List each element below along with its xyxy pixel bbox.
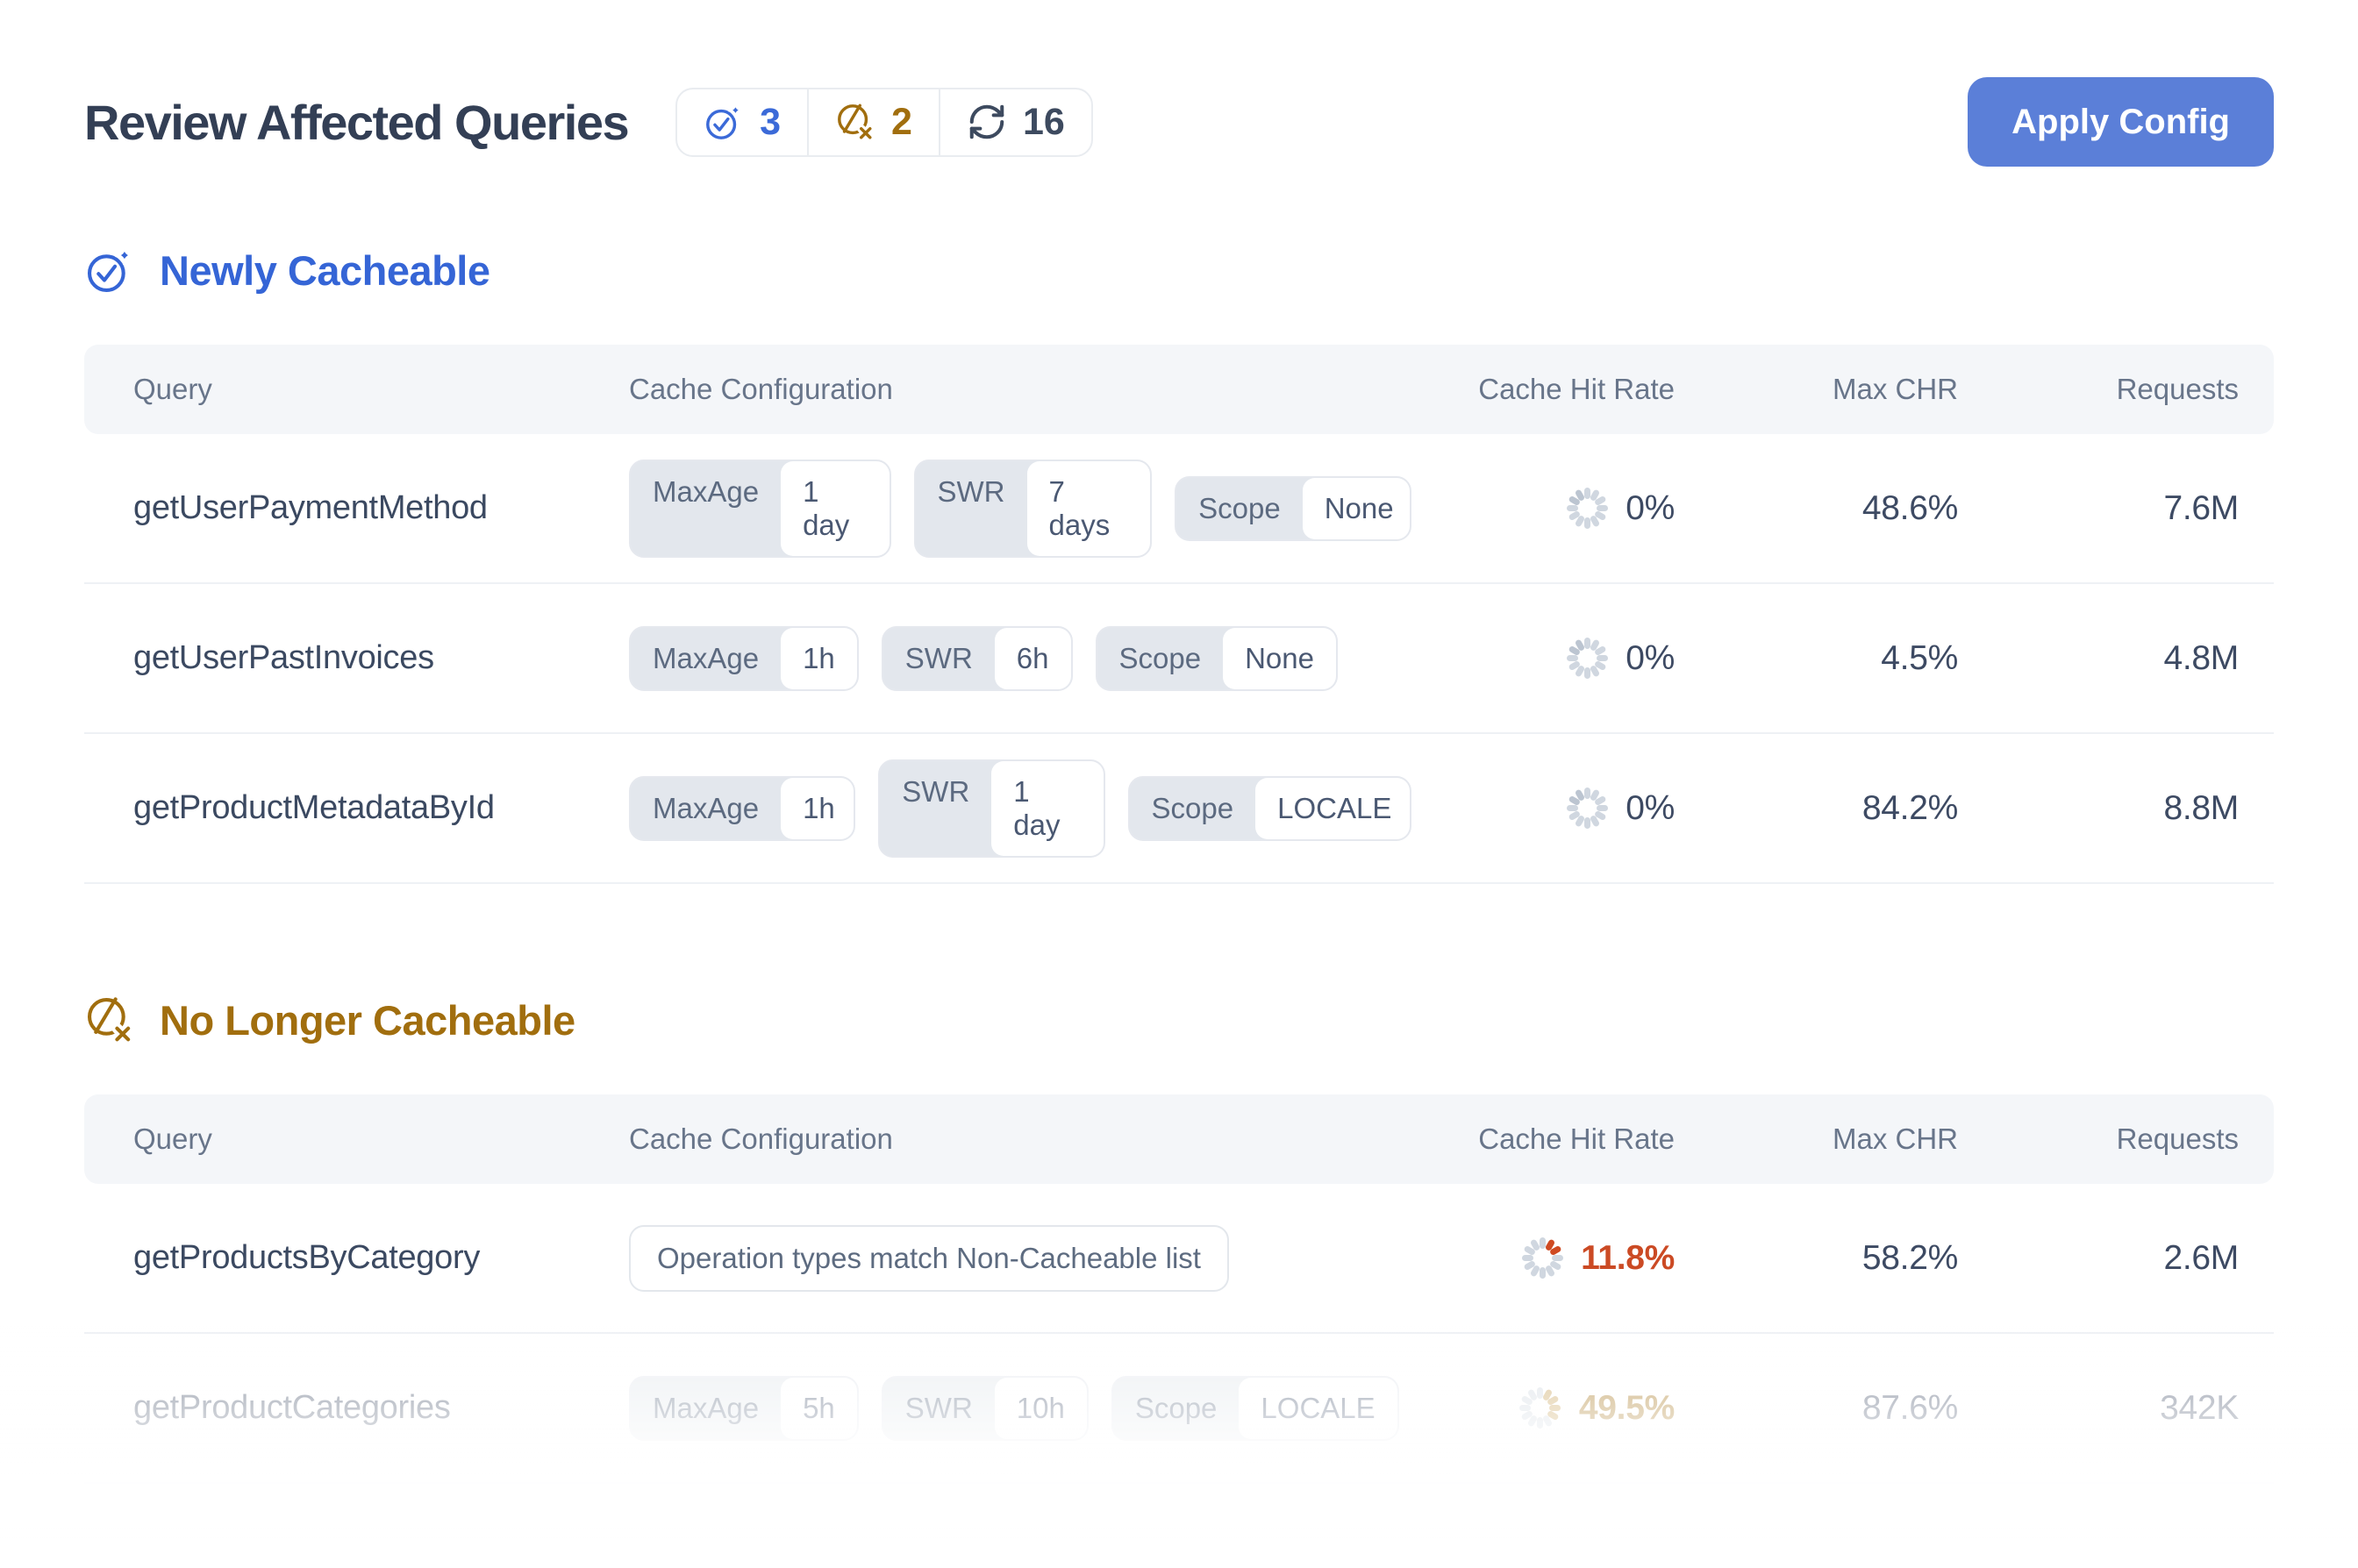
cache-hit-rate-cell: 49.5% (1411, 1387, 1675, 1429)
column-cache-configuration: Cache Configuration (629, 1123, 893, 1155)
maxage-chip: MaxAge 5h (629, 1375, 859, 1441)
requests-cell: 4.8M (2163, 638, 2239, 677)
table-row[interactable]: getProductMetadataById MaxAge 1h SWR 1 day… (84, 734, 2274, 884)
section-title-newly-cacheable: Newly Cacheable (160, 246, 490, 294)
column-query: Query (133, 1123, 212, 1155)
summary-badges: 3 2 (675, 87, 1093, 157)
no-longer-cacheable-table: Query Cache Configuration Cache Hit Rate… (84, 1094, 2274, 1484)
max-chr-cell: 87.6% (1861, 1388, 1958, 1427)
loading-spinner-icon (1566, 788, 1608, 830)
swr-chip: SWR 7 days (913, 459, 1153, 558)
query-name: getProductCategories (133, 1389, 451, 1426)
recheck-count: 16 (1022, 100, 1065, 143)
no-longer-cacheable-badge: 2 (807, 89, 939, 155)
table-row[interactable]: getUserPastInvoices MaxAge 1h SWR 6h Scope… (84, 584, 2274, 734)
table-header: Query Cache Configuration Cache Hit Rate… (84, 345, 2274, 434)
max-chr-cell: 58.2% (1861, 1238, 1958, 1277)
swr-chip: SWR 6h (881, 625, 1073, 691)
section-header-no-longer-cacheable: No Longer Cacheable (84, 994, 2274, 1045)
cache-hit-rate-cell: 0% (1411, 488, 1675, 530)
loading-spinner-icon (1519, 1387, 1561, 1429)
table-row[interactable]: getProductsByCategory Operation types ma… (84, 1184, 2274, 1334)
column-max-chr: Max CHR (1832, 373, 1958, 405)
column-cache-hit-rate: Cache Hit Rate (1478, 373, 1675, 405)
query-name: getUserPastInvoices (133, 639, 434, 676)
requests-cell: 7.6M (2163, 488, 2239, 527)
loading-spinner-icon (1521, 1237, 1563, 1279)
non-cacheable-reason-chip: Operation types match Non-Cacheable list (629, 1224, 1229, 1292)
table-row[interactable]: getProductCategories MaxAge 5h SWR 10h Sco… (84, 1334, 2274, 1484)
max-chr-cell: 84.2% (1861, 788, 1958, 827)
cache-hit-rate-cell: 0% (1411, 638, 1675, 680)
column-max-chr: Max CHR (1832, 1123, 1958, 1155)
query-name: getProductMetadataById (133, 789, 495, 826)
section-header-newly-cacheable: Newly Cacheable (84, 245, 2274, 296)
section-title-no-longer-cacheable: No Longer Cacheable (160, 996, 575, 1044)
cache-config-note: Operation types match Non-Cacheable list (629, 1224, 1411, 1292)
loading-spinner-icon (1566, 488, 1608, 530)
max-chr-cell: 48.6% (1861, 488, 1958, 527)
column-requests: Requests (2116, 1123, 2239, 1155)
query-name: getUserPaymentMethod (133, 489, 488, 526)
column-cache-configuration: Cache Configuration (629, 373, 893, 405)
cache-config-chips: MaxAge 5h SWR 10h Scope LOCALE (629, 1375, 1411, 1441)
cache-check-sparkle-icon (706, 103, 743, 139)
title-group: Review Affected Queries 3 (84, 87, 1093, 157)
loading-spinner-icon (1566, 638, 1608, 680)
cache-slash-icon (838, 103, 875, 142)
recheck-badge: 16 (938, 89, 1091, 155)
review-affected-queries-page: Review Affected Queries 3 (0, 77, 2358, 1568)
requests-cell: 2.6M (2163, 1238, 2239, 1277)
apply-config-button[interactable]: Apply Config (1968, 77, 2274, 167)
swr-chip: SWR 10h (881, 1375, 1089, 1441)
column-requests: Requests (2116, 373, 2239, 405)
scope-chip: Scope None (1175, 475, 1411, 541)
cache-check-sparkle-icon (87, 246, 134, 293)
cache-config-chips: MaxAge 1 day SWR 7 days Scope None (629, 459, 1411, 558)
cache-config-chips: MaxAge 1h SWR 6h Scope None (629, 625, 1411, 691)
column-query: Query (133, 373, 212, 405)
no-longer-cacheable-count: 2 (891, 100, 912, 143)
newly-cacheable-count: 3 (760, 100, 782, 143)
max-chr-cell: 4.5% (1881, 638, 1958, 677)
maxage-chip: MaxAge 1h (629, 775, 856, 841)
maxage-chip: MaxAge 1 day (629, 459, 891, 558)
table-row[interactable]: getUserPaymentMethod MaxAge 1 day SWR 7 da… (84, 434, 2274, 584)
scope-chip: Scope LOCALE (1127, 775, 1411, 841)
scope-chip: Scope LOCALE (1111, 1375, 1399, 1441)
cache-config-chips: MaxAge 1h SWR 1 day Scope LOCALE (629, 759, 1411, 858)
scope-chip: Scope None (1095, 625, 1338, 691)
swr-chip: SWR 1 day (878, 759, 1105, 858)
refresh-icon (969, 104, 1004, 139)
requests-cell: 8.8M (2163, 788, 2239, 827)
query-name: getProductsByCategory (133, 1239, 481, 1276)
cache-slash-icon (87, 997, 134, 1045)
maxage-chip: MaxAge 1h (629, 625, 859, 691)
requests-cell: 342K (2160, 1388, 2239, 1427)
newly-cacheable-table: Query Cache Configuration Cache Hit Rate… (84, 345, 2274, 884)
newly-cacheable-badge: 3 (677, 89, 807, 155)
table-header: Query Cache Configuration Cache Hit Rate… (84, 1094, 2274, 1184)
topbar: Review Affected Queries 3 (84, 77, 2274, 167)
page-title: Review Affected Queries (84, 94, 630, 150)
cache-hit-rate-cell: 0% (1411, 788, 1675, 830)
cache-hit-rate-cell: 11.8% (1411, 1237, 1675, 1279)
column-cache-hit-rate: Cache Hit Rate (1478, 1123, 1675, 1155)
